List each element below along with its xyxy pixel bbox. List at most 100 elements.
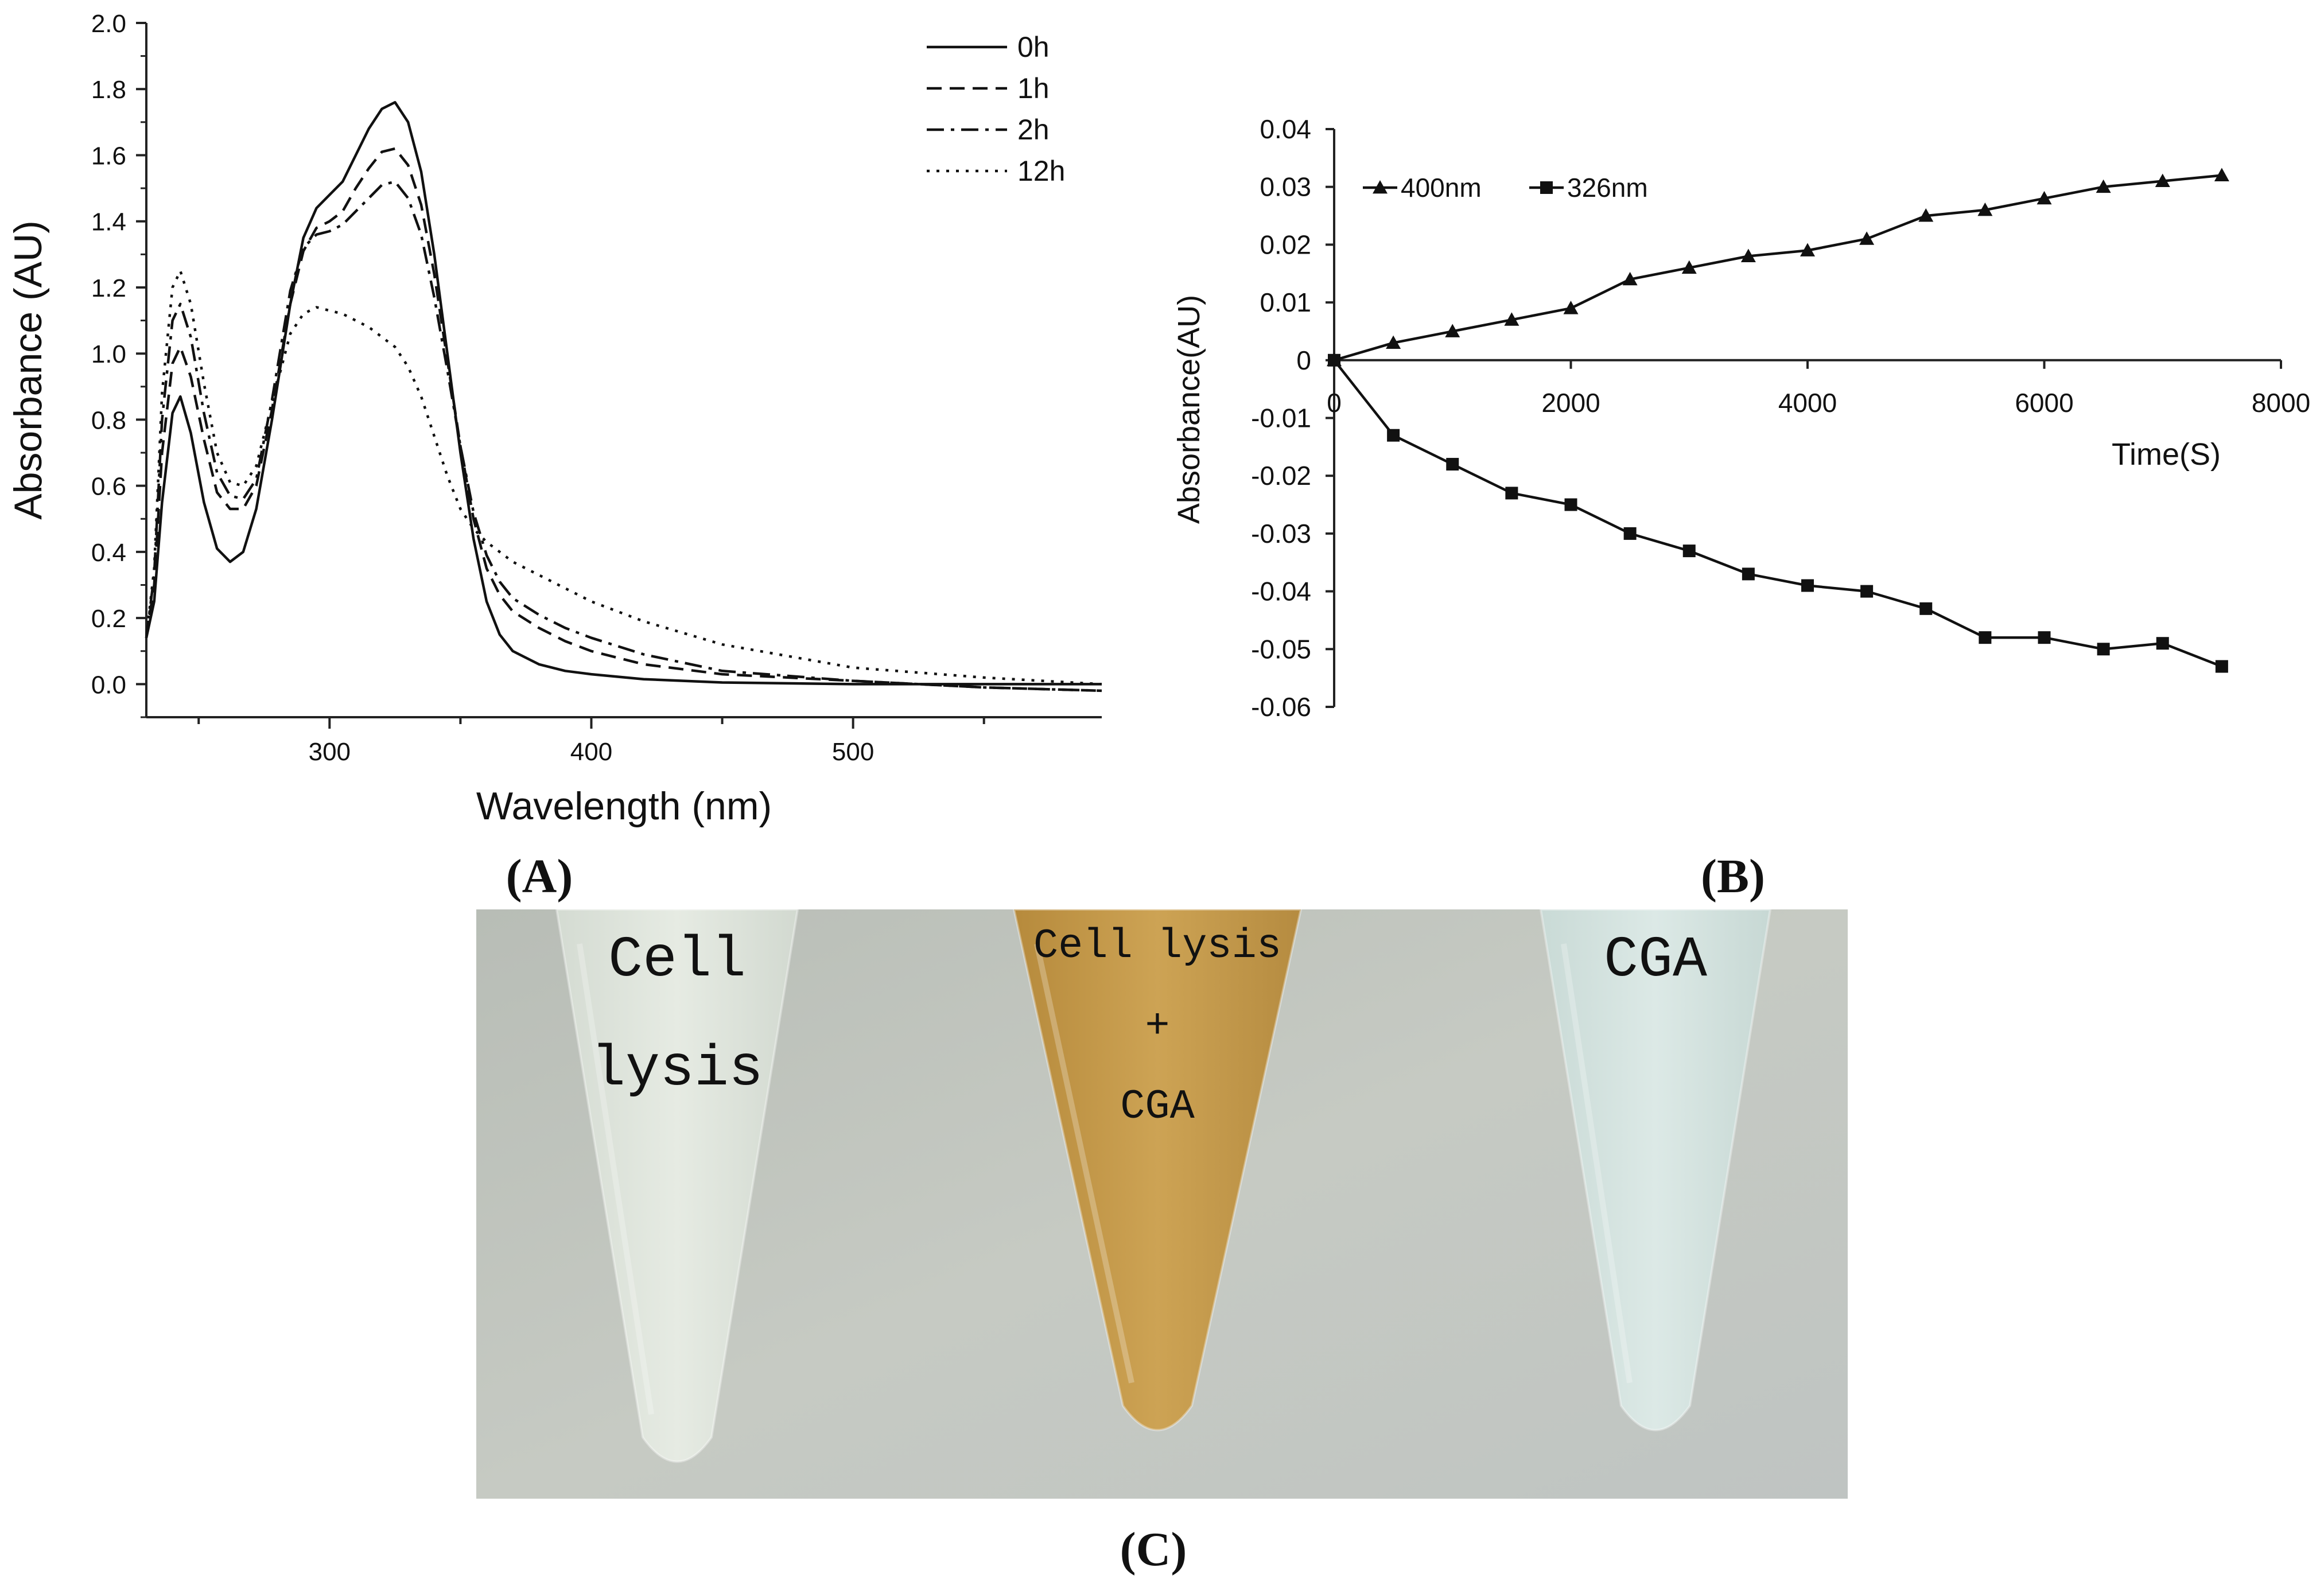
series-line-2h <box>145 180 1102 693</box>
x-tick-label: 8000 <box>2252 388 2310 418</box>
x-tick-label: 4000 <box>1778 388 1837 418</box>
panel-label-a: (A) <box>506 850 573 903</box>
tube-highlight <box>1561 943 1633 1383</box>
tube-highlight <box>1034 943 1134 1384</box>
y-tick-label: 0.02 <box>1260 230 1311 259</box>
x-tick-label: 6000 <box>2015 388 2073 418</box>
data-point-326nm <box>2038 631 2051 644</box>
tube-label-line: lysis <box>591 1037 763 1102</box>
data-point-400nm <box>1504 312 1519 326</box>
data-point-400nm <box>2096 179 2111 193</box>
y-tick-label: 0.4 <box>91 539 126 567</box>
legend-marker-400nm <box>1373 180 1388 194</box>
legend-marker-326nm <box>1540 181 1553 194</box>
y-tick-label: 0 <box>1296 345 1311 375</box>
data-point-400nm <box>1740 248 1756 262</box>
y-tick-label: -0.05 <box>1251 634 1311 664</box>
data-point-400nm <box>2037 190 2052 205</box>
y-tick-label: 1.0 <box>91 340 126 368</box>
y-tick-label: -0.02 <box>1251 461 1311 491</box>
tube-body <box>555 908 799 1463</box>
y-tick-label: 0.6 <box>91 473 126 501</box>
y-tick-label: -0.03 <box>1251 519 1311 549</box>
legend-label-2h: 2h <box>1017 114 1050 146</box>
legend-label-1h: 1h <box>1017 72 1050 104</box>
data-point-400nm <box>1918 208 1934 222</box>
legend-label-400nm: 400nm <box>1401 173 1482 203</box>
data-point-326nm <box>1623 527 1637 540</box>
x-axis-label: Wavelength (nm) <box>476 784 772 828</box>
data-point-326nm <box>2097 643 2110 656</box>
data-point-326nm <box>1328 353 1340 367</box>
data-point-400nm <box>2214 168 2229 181</box>
x-axis-label: Time(S) <box>2112 437 2221 472</box>
data-point-326nm <box>1742 567 1755 581</box>
y-tick-label: -0.06 <box>1251 692 1311 722</box>
data-point-326nm <box>1801 579 1814 592</box>
data-point-326nm <box>1979 631 1992 644</box>
y-tick-label: 0.8 <box>91 406 126 434</box>
data-point-326nm <box>1505 487 1518 500</box>
y-tick-label: 1.6 <box>91 142 126 170</box>
tube-label-line: CGA <box>1604 928 1707 993</box>
tube-label-line: + <box>1145 1003 1169 1050</box>
y-axis-label: Absorbance (AU) <box>6 220 50 520</box>
x-tick-label: 500 <box>832 738 874 766</box>
series-line-400nm <box>1334 174 2222 361</box>
series-line-326nm <box>1333 359 2222 668</box>
y-tick-label: 1.2 <box>91 274 126 302</box>
tube-highlight <box>577 943 654 1415</box>
y-tick-label: -0.04 <box>1251 577 1311 606</box>
data-point-400nm <box>2155 173 2170 188</box>
y-axis-label: Absorbance(AU) <box>1172 295 1206 524</box>
data-point-326nm <box>2156 637 2169 650</box>
x-tick-label: 0 <box>1327 388 1342 418</box>
y-tick-label: -0.01 <box>1251 403 1311 433</box>
data-point-326nm <box>1564 498 1577 511</box>
data-point-400nm <box>1563 301 1579 314</box>
data-point-400nm <box>1622 271 1638 286</box>
tube-2: Cell lysis + CGA <box>1012 908 1303 1432</box>
data-point-326nm <box>1919 602 1933 615</box>
data-point-326nm <box>2215 660 2228 673</box>
panel-a-spectrum-chart: 0.0 0.2 0.4 0.6 0.8 1.0 1.2 1.4 1.6 1.8 2.0 300 400 5… <box>6 10 1102 828</box>
data-point-326nm <box>1446 458 1459 471</box>
data-point-400nm <box>1681 260 1697 274</box>
data-point-400nm <box>1977 202 1993 216</box>
panel-b-kinetics-chart: 0.04 0.03 0.02 0.01 0 -0.01 -0.02 -0.03 -0.04 -0.… <box>1172 114 2310 722</box>
series-line-0h <box>145 101 1102 686</box>
y-tick-label: 0.0 <box>91 671 126 699</box>
data-point-326nm <box>1682 545 1696 558</box>
data-point-400nm <box>1445 324 1460 337</box>
y-tick-label: 0.01 <box>1260 287 1311 317</box>
tube-label-line: Cell <box>608 928 746 993</box>
y-tick-label: 1.8 <box>91 76 126 104</box>
tube-3: CGA <box>1539 908 1772 1432</box>
series-line-12h <box>145 269 1102 686</box>
y-tick-label: 2.0 <box>91 10 126 38</box>
series-line-1h <box>145 147 1102 693</box>
x-tick-label: 300 <box>309 738 351 766</box>
legend-label-0h: 0h <box>1017 31 1050 63</box>
tube-label-line: CGA <box>1120 1083 1195 1130</box>
y-tick-label: 0.03 <box>1260 172 1311 202</box>
tube-label-line: Cell lysis <box>1033 923 1281 970</box>
data-point-400nm <box>1859 231 1875 245</box>
y-tick-label: 0.2 <box>91 605 126 633</box>
tube-1: Cell lysis <box>555 908 799 1463</box>
panel-label-c: (C) <box>1120 1523 1187 1576</box>
y-tick-label: 1.4 <box>91 208 126 236</box>
x-tick-label: 400 <box>570 738 612 766</box>
legend-label-12h: 12h <box>1017 155 1065 187</box>
y-tick-label: 0.04 <box>1260 114 1311 144</box>
data-point-326nm <box>1387 429 1400 442</box>
tube-body <box>1539 908 1772 1432</box>
panel-label-b: (B) <box>1701 850 1765 903</box>
x-tick-label: 2000 <box>1541 388 1600 418</box>
legend-label-326nm: 326nm <box>1567 173 1648 203</box>
data-point-326nm <box>1860 585 1874 598</box>
